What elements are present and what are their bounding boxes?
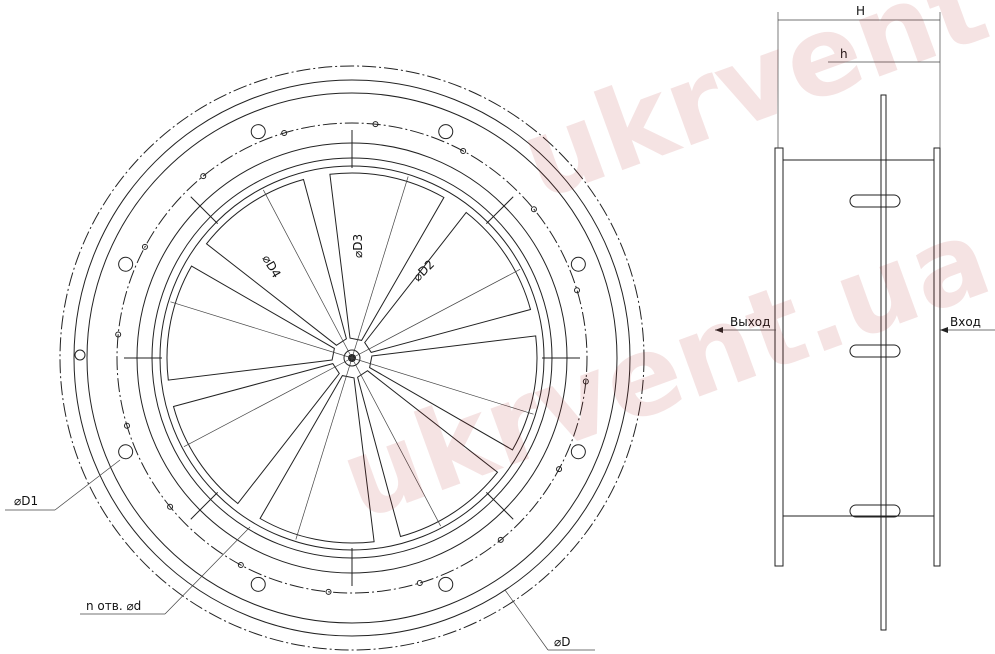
lug <box>251 125 265 139</box>
label-holes: n отв. ⌀d <box>86 599 141 613</box>
bolt-hole <box>417 581 422 586</box>
bracket <box>850 505 900 517</box>
label-d1: ⌀D1 <box>14 494 38 508</box>
label-d3: ⌀D3 <box>351 234 365 258</box>
lug <box>119 257 133 271</box>
lug <box>571 257 585 271</box>
label-d: ⌀D <box>554 635 570 649</box>
rod <box>191 492 218 519</box>
blade <box>330 173 444 340</box>
blade-rib <box>170 302 352 358</box>
bolt-hole <box>531 207 536 212</box>
blade <box>881 95 886 630</box>
rod <box>191 197 218 224</box>
blade <box>167 266 334 380</box>
blade <box>174 364 340 504</box>
blade <box>365 213 531 353</box>
lug <box>119 445 133 459</box>
watermark: ukrvent.com <box>505 0 995 224</box>
rod <box>486 197 513 224</box>
lug <box>251 577 265 591</box>
bracket <box>850 195 900 207</box>
leader <box>505 590 548 650</box>
lug <box>439 577 453 591</box>
blade-rib <box>352 176 408 358</box>
watermark: ukrvent.ua <box>325 193 995 545</box>
lug <box>439 125 453 139</box>
drawing: ⌀D1 n отв. ⌀d ⌀D ⌀D2 ⌀D3 ⌀D4 H h Выход В… <box>0 0 995 654</box>
label-d4: ⌀D4 <box>259 253 283 281</box>
leader <box>55 460 120 510</box>
hole <box>75 350 85 360</box>
label-d2: ⌀D2 <box>410 257 437 284</box>
bolt-hole <box>201 174 206 179</box>
leader <box>165 527 250 614</box>
